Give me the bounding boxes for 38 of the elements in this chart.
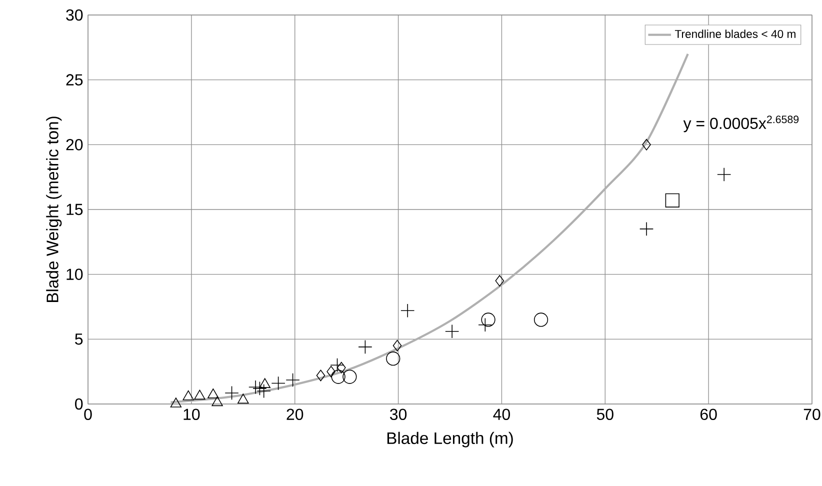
annotation: y = 0.0005x$^{2.6589}$: [683, 116, 799, 132]
y-tick-label: 20: [66, 139, 83, 150]
x-tick-label: 0: [84, 408, 92, 420]
point: [316, 370, 326, 382]
y-tick-label: 5: [75, 334, 83, 345]
x-tick-label: 40: [493, 408, 510, 420]
point: [259, 378, 270, 388]
point: [208, 388, 219, 398]
y-tick-label: 25: [66, 74, 83, 86]
y-tick-label: 30: [66, 9, 83, 21]
y-tick-label: 10: [66, 268, 83, 280]
x-tick-label: 60: [700, 408, 717, 420]
point: [642, 138, 651, 150]
x-tick-label: 50: [596, 408, 614, 420]
x-tick-label: 20: [286, 408, 304, 420]
y-tick-label: 15: [66, 204, 83, 216]
point: [194, 390, 206, 400]
point: [331, 370, 346, 384]
x-tick-label: 70: [804, 408, 820, 420]
point: [342, 370, 357, 384]
point: [665, 193, 680, 208]
legend-label: Trendline blades < 40 m: [674, 30, 796, 38]
x-axis-title: Blade Length (m): [387, 432, 513, 448]
x-tick-label: 10: [184, 408, 200, 420]
y-tick-label: 0: [75, 398, 83, 410]
y-axis-title: Blade Weight (metric ton): [46, 116, 62, 302]
point: [495, 275, 504, 287]
point: [212, 396, 223, 406]
point: [337, 362, 346, 374]
point: [238, 394, 249, 404]
point: [271, 376, 286, 390]
point: [392, 340, 402, 352]
point: [534, 312, 548, 327]
point: [386, 352, 400, 366]
x-tick-label: 30: [390, 408, 407, 420]
point: [481, 312, 496, 327]
point: [170, 398, 182, 408]
point: [182, 390, 194, 400]
